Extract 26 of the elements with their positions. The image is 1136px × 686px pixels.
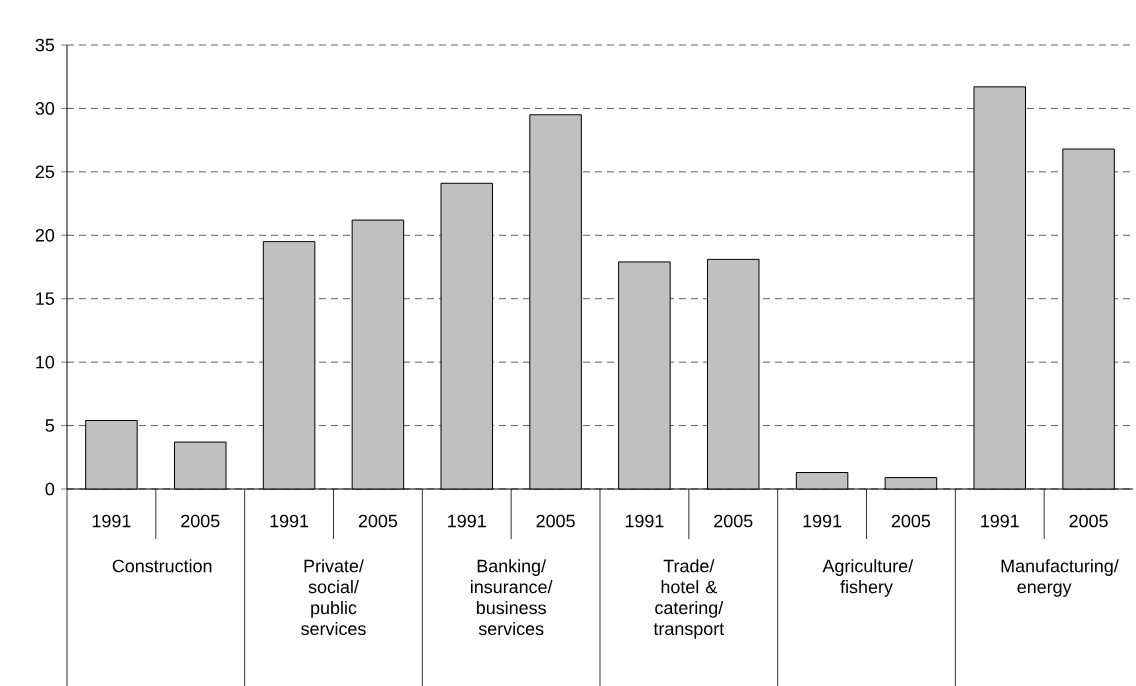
x-tick-label: Trade/ hotel & catering/ transport [653, 559, 725, 639]
text: 2005 [536, 514, 575, 528]
x-tick-label: Manufacturing/ energy [1001, 559, 1119, 597]
y-tick-label: 30 [35, 102, 55, 115]
text: 1991 [625, 514, 664, 528]
series-label: 1991 [92, 514, 131, 528]
text: 2005 [891, 514, 931, 528]
y-tick-label: 35 [35, 38, 55, 52]
y-tick-label: 25 [35, 165, 55, 179]
text: 1991 [981, 514, 1019, 528]
series-label: 2005 [181, 514, 220, 528]
y-tick-label: 5 [45, 419, 55, 432]
y-tick-label: 20 [35, 228, 55, 242]
y-tick-label: 0 [45, 482, 55, 496]
x-tick-label: Construction [112, 559, 212, 573]
text: 2005 [358, 514, 398, 528]
x-tick-label: Banking/ insurance/ business services [471, 559, 553, 636]
x-tick-label: Private/ social/ public services [301, 559, 366, 636]
y-tick-label: 15 [36, 292, 55, 305]
text: 1991 [448, 514, 486, 528]
y-tick-label: 10 [36, 355, 55, 369]
text: 2005 [1069, 514, 1108, 528]
text: 1991 [803, 514, 842, 528]
text: 1991 [270, 514, 309, 528]
x-tick-label: Agriculture/ fishery [822, 559, 914, 597]
text: 2005 [714, 514, 753, 528]
